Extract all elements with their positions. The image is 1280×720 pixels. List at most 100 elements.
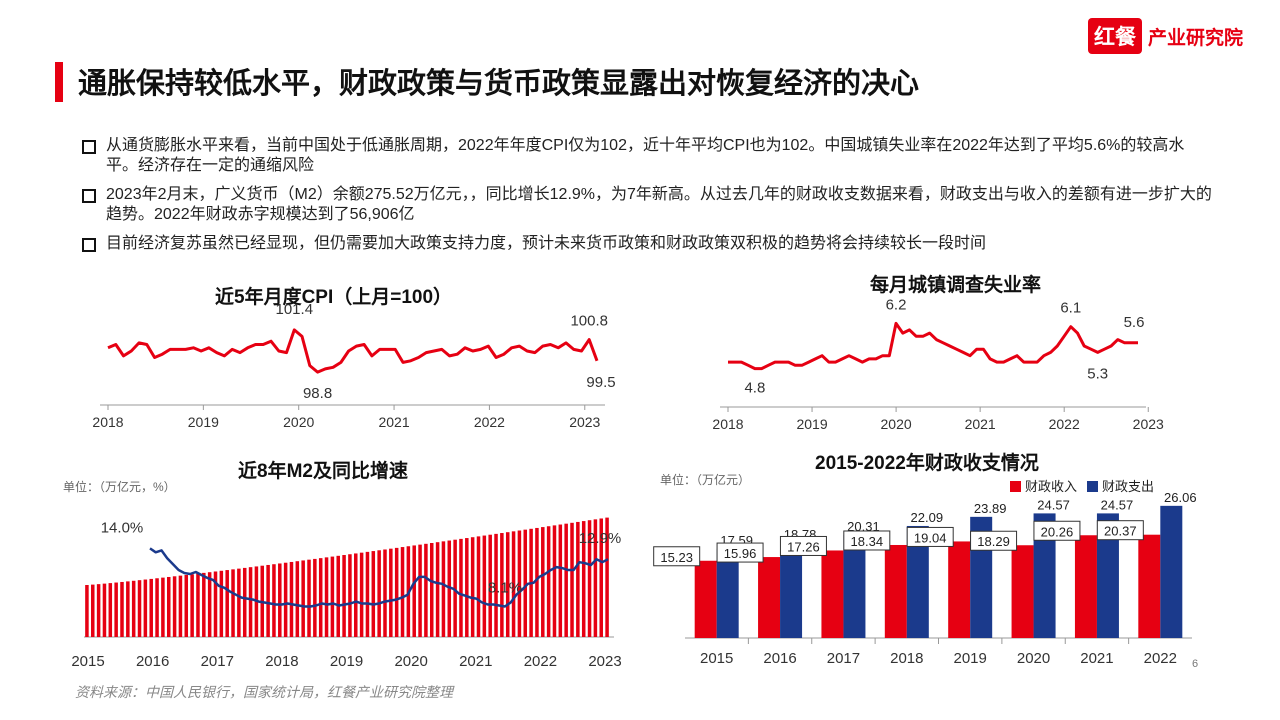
revenue-data-label: 15.96 — [724, 546, 757, 561]
revenue-label-box — [970, 530, 1018, 551]
x-tick-label: 2018 — [712, 416, 743, 432]
revenue-bar — [821, 550, 844, 638]
bullet-item: 从通货膨胀水平来看，当前中国处于低通胀周期，2022年年度CPI仅为102，近十… — [82, 136, 1212, 176]
m2-growth-line — [149, 547, 609, 608]
fiscal-unit-label: 单位：（万亿元） — [660, 473, 751, 487]
m2-bar — [342, 555, 346, 637]
m2-bar — [143, 579, 148, 637]
data-label: 98.8 — [303, 385, 332, 402]
m2-bar — [348, 554, 352, 637]
expenditure-data-label: 24.57 — [1101, 497, 1134, 512]
x-tick-label: 2022 — [1144, 650, 1177, 667]
m2-bar — [219, 570, 224, 637]
m2-bar — [453, 539, 457, 637]
page-number: 6 — [1192, 658, 1199, 670]
revenue-data-label: 15.23 — [660, 550, 693, 565]
m2-combo-chart: 14.0% 8.1% 12.9% 2015 2016 2017 2018 2019 2020 20… — [71, 517, 622, 670]
m2-bar — [149, 578, 153, 637]
m2-bar — [207, 572, 212, 637]
m2-bar — [605, 517, 609, 637]
expenditure-bar — [780, 542, 803, 638]
x-tick-label: 2018 — [92, 414, 123, 430]
m2-bar — [470, 537, 475, 637]
revenue-label-box — [779, 535, 827, 556]
x-tick-label: 2020 — [394, 653, 427, 670]
fiscal-bar-chart: 201515.2317.59201615.9618.78201717.2620.… — [653, 490, 1197, 667]
logo-mark: 红餐 — [1088, 18, 1142, 54]
revenue-bar — [948, 541, 971, 638]
m2-bar — [213, 571, 218, 637]
revenue-label-box — [906, 526, 954, 547]
data-label: 12.9% — [579, 530, 622, 547]
expenditure-data-label: 24.57 — [1037, 497, 1070, 512]
source-note: 资料来源：中国人民银行，国家统计局，红餐产业研究院整理 — [75, 684, 453, 700]
revenue-bar — [884, 544, 907, 638]
x-tick-label: 2015 — [700, 650, 733, 667]
m2-bar — [336, 555, 340, 637]
series-line — [107, 328, 599, 374]
expenditure-data-label: 23.89 — [974, 501, 1007, 516]
m2-bar — [482, 535, 487, 637]
expenditure-bar — [716, 548, 739, 638]
m2-bar — [102, 583, 107, 637]
data-label: 6.1 — [1060, 300, 1081, 317]
page-title: 通胀保持较低水平，财政政策与货币政策显露出对恢复经济的决心 — [78, 68, 920, 100]
expenditure-bar — [906, 525, 929, 638]
data-label: 8.1% — [488, 579, 522, 596]
x-tick-label: 2019 — [188, 414, 219, 430]
m2-bar — [131, 580, 136, 637]
revenue-label-box — [653, 546, 701, 567]
data-label: 99.5 — [586, 374, 615, 391]
bullet-item: 2023年2月末，广义货币（M2）余额275.52万亿元，，同比增长12.9%，… — [82, 185, 1212, 225]
m2-bar — [377, 550, 381, 637]
m2-bar — [459, 538, 463, 637]
data-label: 14.0% — [101, 519, 144, 536]
bullet-list: 从通货膨胀水平来看，当前中国处于低通胀周期，2022年年度CPI仅为102，近十… — [82, 136, 1212, 263]
m2-bar — [593, 519, 598, 637]
legend-item-expenditure: 财政支出 — [1087, 476, 1154, 495]
x-tick-label: 2017 — [201, 653, 234, 670]
m2-bar — [330, 556, 335, 637]
m2-bar — [108, 583, 113, 637]
square-bullet-icon — [82, 140, 96, 154]
x-tick-label: 2023 — [569, 414, 600, 430]
expenditure-bar — [1033, 513, 1056, 638]
cpi-line-chart: 2018 2019 2020 2021 2022 2023 101.4 98.8 100.8 99… — [92, 301, 615, 430]
m2-bar — [570, 522, 574, 637]
m2-bar — [394, 547, 399, 637]
m2-bar — [517, 530, 522, 637]
cpi-chart-title: 近5年月度CPI（上月=100） — [215, 287, 453, 308]
x-tick-label: 2021 — [1080, 650, 1113, 667]
x-tick-label: 2020 — [283, 414, 314, 430]
x-tick-label: 2019 — [330, 653, 363, 670]
m2-bar — [237, 568, 241, 637]
m2-bar — [278, 563, 282, 637]
legend-label-revenue: 财政收入 — [1025, 479, 1078, 494]
m2-bar — [266, 564, 270, 637]
m2-bar — [225, 570, 229, 637]
x-tick-label: 2019 — [954, 650, 987, 667]
x-tick-label: 2020 — [881, 416, 912, 432]
m2-bar — [190, 574, 194, 637]
x-tick-label: 2018 — [265, 653, 298, 670]
m2-bar — [476, 536, 481, 637]
m2-bar — [85, 585, 89, 637]
m2-bar — [371, 551, 376, 637]
m2-bar — [383, 549, 387, 637]
m2-bar — [365, 551, 370, 637]
x-tick-label: 2021 — [965, 416, 996, 432]
revenue-data-label: 18.34 — [851, 534, 884, 549]
m2-bar — [155, 578, 159, 637]
revenue-bar — [758, 557, 781, 638]
m2-bar — [301, 560, 305, 637]
x-tick-label: 2020 — [1017, 650, 1050, 667]
square-bullet-icon — [82, 238, 96, 252]
m2-bar — [96, 584, 101, 637]
m2-bar — [161, 577, 165, 637]
data-label: 5.3 — [1087, 365, 1108, 382]
data-label: 6.2 — [886, 296, 907, 313]
m2-bar — [272, 564, 276, 637]
m2-bar — [429, 543, 434, 637]
m2-bar — [114, 582, 118, 637]
title-accent-bar — [55, 62, 63, 102]
